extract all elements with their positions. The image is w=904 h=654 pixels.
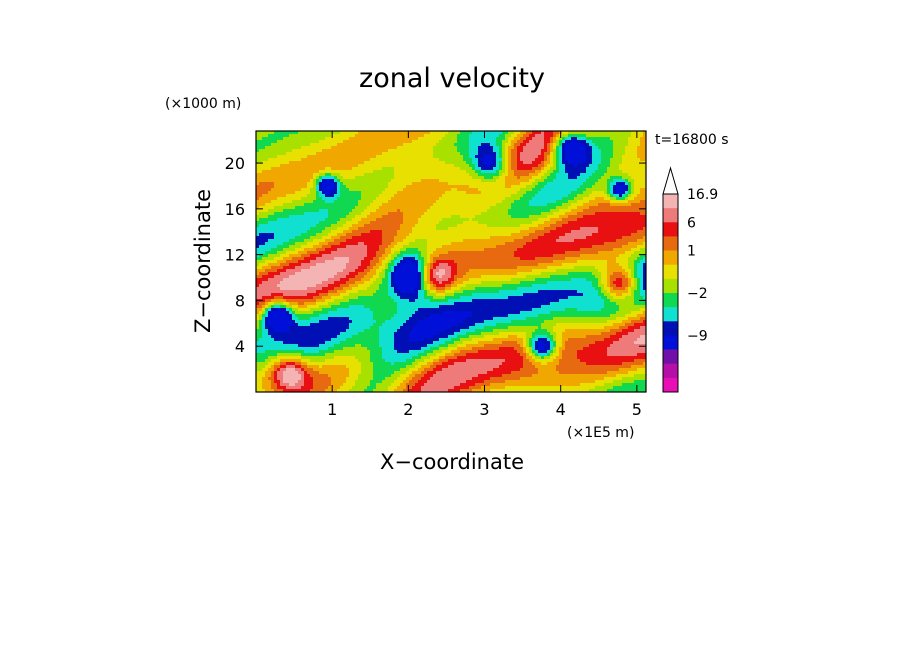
y-tick-label: 12 [225, 246, 245, 265]
colorbar-level [663, 321, 678, 336]
x-axis-ticks: 1 2 3 4 5 [327, 131, 642, 419]
x-tick-label: 4 [556, 400, 566, 419]
y-tick-label: 4 [235, 337, 245, 356]
colorbar-label: 6 [687, 215, 696, 231]
plot-frame [255, 130, 647, 393]
y-tick-label: 8 [235, 291, 245, 310]
colorbar-label: −9 [687, 328, 708, 344]
x-tick-label: 2 [403, 400, 413, 419]
x-axis-label: X−coordinate [380, 450, 524, 474]
y-tick-label: 20 [225, 154, 245, 173]
x-tick-label: 3 [479, 400, 489, 419]
time-label: t=16800 s [655, 132, 729, 148]
y-axis-label: Z−coordinate [191, 189, 215, 333]
x-tick-label: 5 [632, 400, 642, 419]
colorbar-level [663, 222, 678, 237]
colorbar-label: 1 [687, 244, 696, 260]
x-tick-label: 1 [327, 400, 337, 419]
contour-field [256, 131, 646, 392]
colorbar-frame [662, 193, 679, 393]
colorbar-level [663, 335, 678, 350]
colorbar-level [663, 278, 678, 294]
y-unit-label: (×1000 m) [165, 96, 241, 112]
colorbar-level [663, 236, 678, 251]
x-unit-label: (×1E5 m) [567, 425, 634, 441]
colorbar-level [663, 363, 678, 379]
colorbar-level [663, 307, 678, 322]
chart-title: zonal velocity [359, 63, 545, 94]
colorbar-label: 16.9 [687, 187, 718, 203]
colorbar-level [663, 293, 678, 308]
y-tick-label: 16 [225, 200, 245, 219]
colorbar-level [663, 349, 678, 365]
colorbar: 16.9 6 1 −2 −9 [662, 166, 718, 393]
colorbar-level [663, 250, 678, 266]
colorbar-label: −2 [687, 286, 708, 302]
colorbar-level [663, 264, 678, 280]
colorbar-level [663, 208, 678, 223]
colorbar-level [663, 194, 678, 209]
colorbar-level [663, 377, 678, 393]
colorbar-overflow-arrow [662, 166, 679, 195]
y-axis-ticks: 4 8 12 16 20 [225, 154, 646, 356]
